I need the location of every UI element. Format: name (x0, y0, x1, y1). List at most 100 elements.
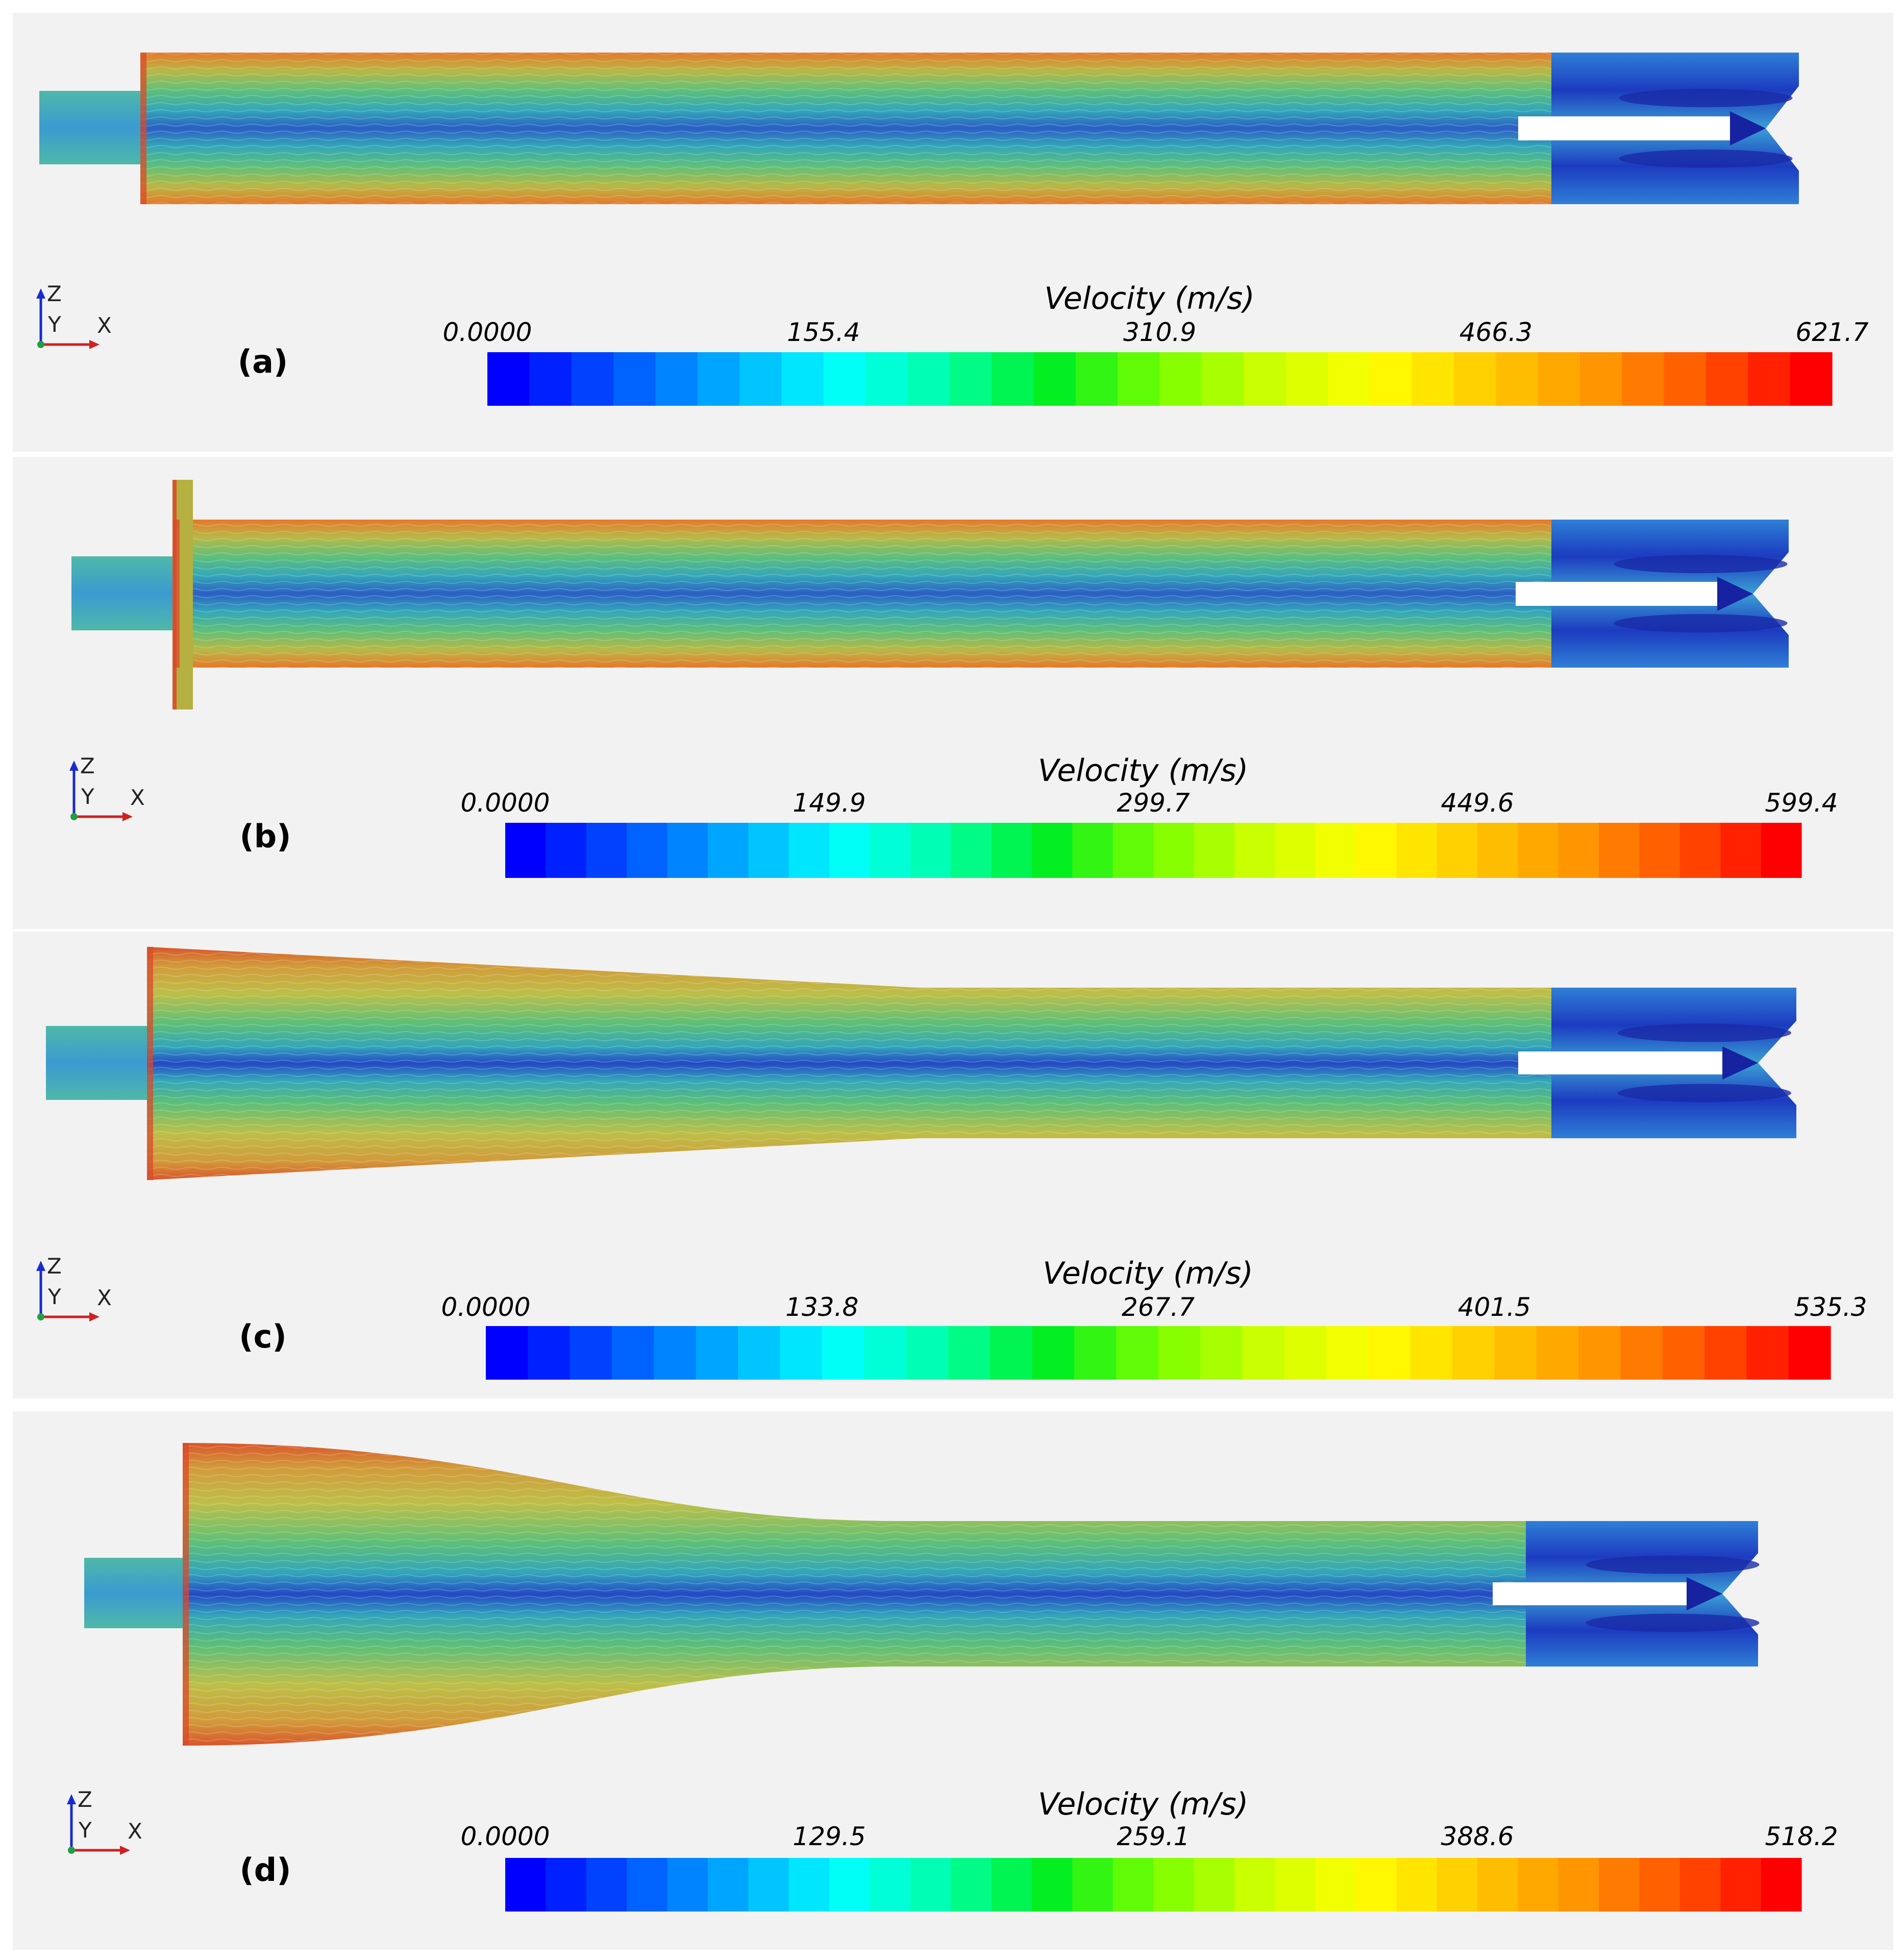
colorbar: Velocity (m/s) 0.0000 133.8 267.7 401.5 535.3 (441, 1256, 1867, 1380)
inlet-wall-hotspot (147, 947, 153, 1180)
colorbar-segment (1194, 1858, 1235, 1912)
colorbar-segment (546, 823, 587, 878)
colorbar-segment (696, 1326, 738, 1380)
z-arrow-icon (36, 1261, 45, 1271)
colorbar-segment (1662, 1326, 1705, 1380)
colorbar-tick-label: 535.3 (1794, 1292, 1867, 1322)
colorbar-segment (627, 1858, 668, 1912)
colorbar-segment (1031, 823, 1073, 878)
colorbar-segment (991, 823, 1032, 878)
colorbar-segment (1033, 352, 1076, 406)
y-axis-label: Y (81, 784, 94, 809)
colorbar-segment (1234, 823, 1275, 878)
duct-geometry (84, 1443, 1760, 1746)
colorbar: Velocity (m/s) 0.0000 155.4 310.9 466.3 621.7 (443, 281, 1869, 406)
colorbar-segment (627, 823, 668, 878)
colorbar-segment (1706, 352, 1748, 406)
duct-geometry (71, 480, 1789, 709)
colorbar-segment (1116, 1326, 1159, 1380)
z-arrow-icon (36, 288, 45, 299)
colorbar-segment (1748, 352, 1791, 406)
inlet-channel (84, 1558, 183, 1628)
inlet-channel (39, 91, 140, 164)
colorbar-tick-label: 299.7 (1117, 788, 1190, 818)
colorbar-segment (570, 1326, 612, 1380)
colorbar-segment (707, 823, 749, 878)
streamline-texture (174, 520, 1551, 668)
colorbar-tick-label: 401.5 (1458, 1292, 1531, 1322)
axis-triad: ZY X (67, 1787, 142, 1855)
colorbar-segment (1113, 1858, 1154, 1912)
colorbar-segment (1315, 823, 1356, 878)
colorbar-segment (748, 823, 789, 878)
recirculation-vortex (1614, 614, 1788, 632)
colorbar-segment (1579, 352, 1622, 406)
colorbar-segment (1599, 1858, 1640, 1912)
colorbar-segment (910, 1858, 951, 1912)
colorbar-segment (1275, 1858, 1316, 1912)
colorbar-tick-label: 0.0000 (461, 1822, 550, 1851)
y-axis-label: Y (47, 1284, 61, 1309)
x-axis-label: X (130, 785, 145, 810)
z-axis-label: Z (80, 753, 95, 778)
colorbar-segment (1072, 823, 1114, 878)
colorbar-segment (1355, 1858, 1397, 1912)
colorbar-tick-label: 149.9 (793, 788, 866, 818)
colorbar-segment (866, 352, 908, 406)
colorbar: Velocity (m/s) 0.0000 149.9 299.7 449.6 599.4 (461, 753, 1838, 878)
colorbar-segment (1761, 823, 1802, 878)
colorbar-segment (1201, 352, 1244, 406)
colorbar-segment (1558, 823, 1599, 878)
colorbar-segment (1286, 352, 1328, 406)
colorbar-segment (529, 352, 572, 406)
y-axis-dot (37, 1313, 44, 1320)
axis-triad: ZY X (36, 281, 112, 349)
colorbar-segment (667, 823, 708, 878)
colorbar-segment (1452, 1326, 1495, 1380)
center-slot (1516, 582, 1717, 606)
colorbar-tick-label: 129.5 (793, 1822, 866, 1851)
x-arrow-icon (120, 1846, 130, 1855)
colorbar-segment (1118, 352, 1160, 406)
colorbar-segment (992, 352, 1034, 406)
center-slot (1518, 1051, 1722, 1074)
colorbar-segment (1620, 1326, 1663, 1380)
colorbar-segment (697, 352, 740, 406)
colorbar-segment (505, 1858, 546, 1912)
colorbar-segment (788, 823, 830, 878)
axis-triad: ZY X (69, 753, 145, 821)
colorbar-segment (1496, 352, 1539, 406)
recirculation-vortex (1619, 149, 1793, 168)
duct-geometry (39, 53, 1799, 204)
colorbar-segment (612, 1326, 654, 1380)
colorbar-title: Velocity (m/s) (1038, 753, 1248, 789)
colorbar-tick-label: 388.6 (1441, 1822, 1514, 1851)
panel-a: ZY X (a) Velocity (m/s) 0.0000 155.4 310.9 466.… (13, 13, 1893, 452)
colorbar-segment (1158, 1326, 1201, 1380)
x-arrow-icon (89, 340, 100, 349)
duct-geometry (46, 947, 1796, 1180)
colorbar-segment (1538, 352, 1580, 406)
colorbar-tick-label: 267.7 (1122, 1292, 1195, 1322)
colorbar-segment (1368, 1326, 1411, 1380)
colorbar-segment (781, 352, 824, 406)
notch-tip (1722, 1046, 1758, 1080)
z-axis-label: Z (78, 1787, 92, 1812)
colorbar-segment (739, 352, 782, 406)
recirculation-vortex (1618, 1084, 1791, 1102)
x-axis-label: X (128, 1819, 142, 1844)
colorbar-tick-label: 621.7 (1795, 317, 1868, 347)
colorbar-segment (1370, 352, 1413, 406)
colorbar-segment (1396, 823, 1438, 878)
colorbar-segment (1072, 1858, 1114, 1912)
recirculation-vortex (1614, 555, 1788, 573)
x-arrow-icon (89, 1312, 100, 1321)
colorbar-segment (1074, 1326, 1117, 1380)
colorbar-segment (1153, 1858, 1194, 1912)
colorbar-tick-label: 0.0000 (461, 788, 550, 818)
colorbar-segment (870, 1858, 911, 1912)
colorbar-segment (1437, 1858, 1478, 1912)
colorbar-segment (1578, 1326, 1621, 1380)
colorbar-segment (1494, 1326, 1537, 1380)
z-axis-label: Z (47, 281, 62, 306)
